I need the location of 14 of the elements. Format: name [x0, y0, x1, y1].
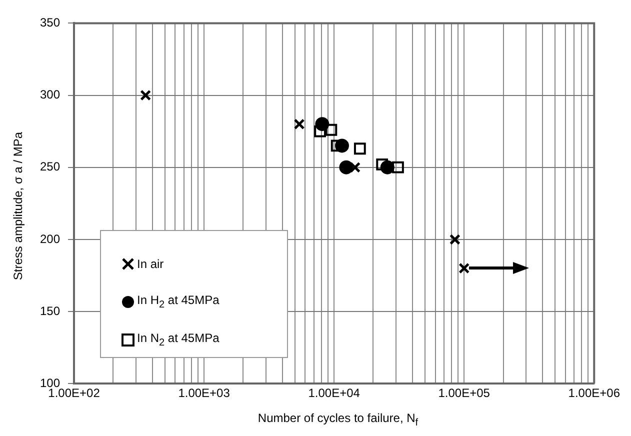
x-axis-title: Number of cycles to failure, N$_{f}$	[258, 410, 418, 428]
y-axis-title: Stress amplitude, σ a / MPa	[11, 132, 25, 280]
legend-label: In H$_{2}$ at 45MPa	[137, 293, 220, 311]
y-tick-label: 250	[40, 160, 60, 174]
legend-label: In air	[137, 257, 164, 271]
y-tick-label: 350	[40, 16, 60, 30]
x-tick-label: 1.00E+04	[308, 386, 360, 400]
x-tick-label: 1.00E+03	[178, 386, 230, 400]
y-tick-label: 150	[40, 304, 60, 318]
y-tick-label: 200	[40, 232, 60, 246]
x-tick-label: 1.00E+05	[438, 386, 490, 400]
y-tick-label: 300	[40, 88, 60, 102]
x-tick-label: 1.00E+06	[568, 386, 620, 400]
legend-label: In N$_{2}$ at 45MPa	[137, 331, 220, 349]
